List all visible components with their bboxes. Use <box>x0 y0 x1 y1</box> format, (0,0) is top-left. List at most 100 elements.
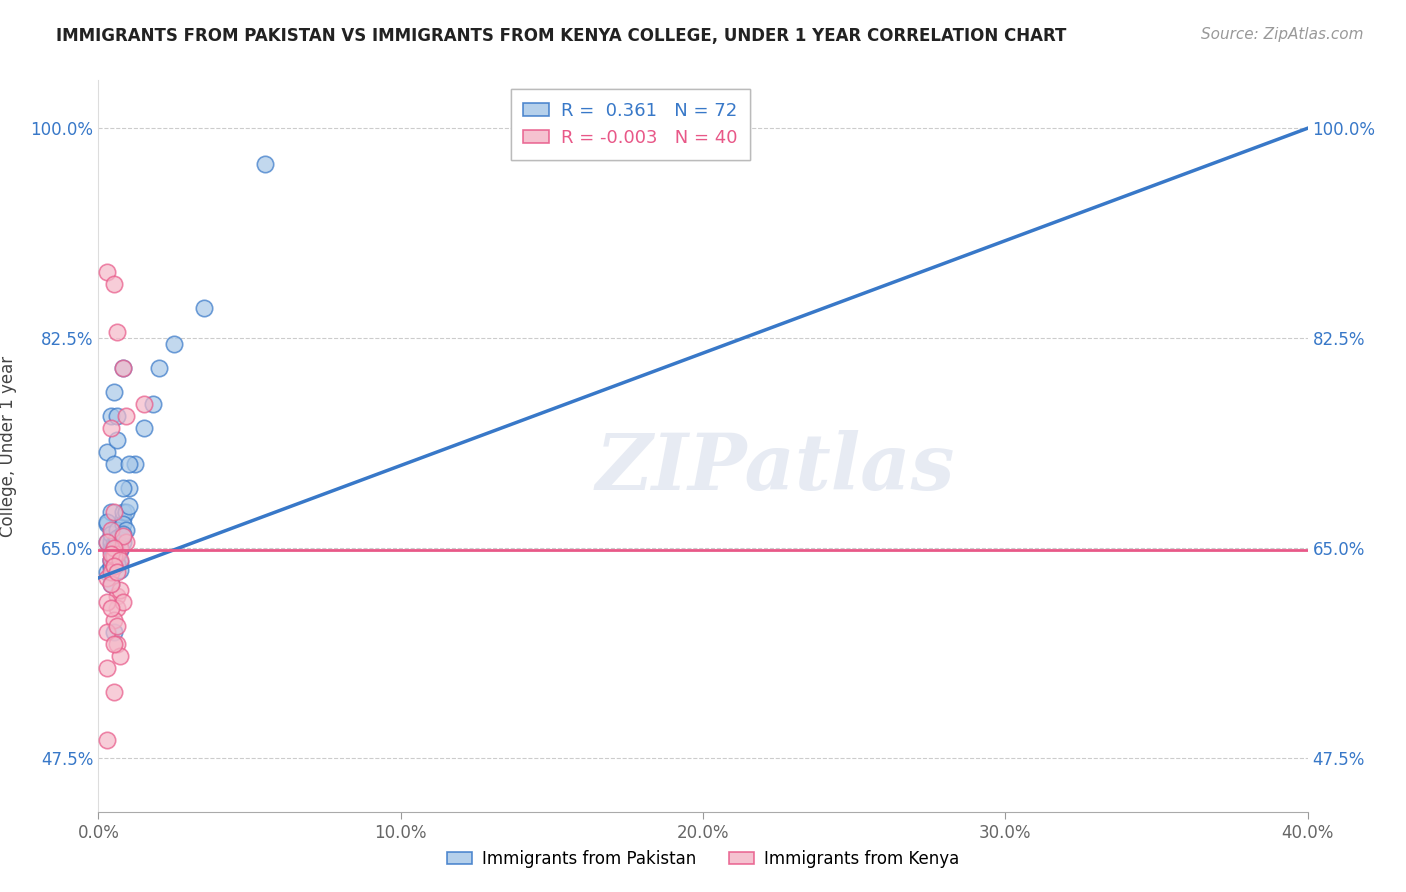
Point <box>111 526 134 541</box>
Text: Source: ZipAtlas.com: Source: ZipAtlas.com <box>1201 27 1364 42</box>
Point <box>132 397 155 411</box>
Point <box>105 409 128 423</box>
Point <box>103 523 125 537</box>
Point <box>103 549 125 564</box>
Point <box>105 557 128 571</box>
Point <box>193 301 215 315</box>
Point <box>103 546 125 560</box>
Point <box>114 505 136 519</box>
Legend: Immigrants from Pakistan, Immigrants from Kenya: Immigrants from Pakistan, Immigrants fro… <box>440 844 966 875</box>
Point <box>100 577 122 591</box>
Point <box>111 529 134 543</box>
Point <box>100 565 122 579</box>
Point <box>114 523 136 537</box>
Point <box>132 421 155 435</box>
Point <box>100 560 122 574</box>
Point <box>163 337 186 351</box>
Point <box>105 548 128 562</box>
Point <box>111 505 134 519</box>
Point <box>103 637 125 651</box>
Point <box>103 549 125 564</box>
Point <box>111 516 134 531</box>
Point <box>105 565 128 579</box>
Legend: R =  0.361   N = 72, R = -0.003   N = 40: R = 0.361 N = 72, R = -0.003 N = 40 <box>510 89 751 160</box>
Point <box>105 547 128 561</box>
Point <box>124 457 146 471</box>
Point <box>100 547 122 561</box>
Point <box>103 558 125 573</box>
Point <box>111 481 134 495</box>
Point <box>100 537 122 551</box>
Point <box>96 265 118 279</box>
Point <box>100 526 122 541</box>
Point <box>103 457 125 471</box>
Point <box>103 558 125 573</box>
Point <box>142 397 165 411</box>
Point <box>100 409 122 423</box>
Point <box>103 558 125 573</box>
Point <box>105 532 128 546</box>
Point <box>103 550 125 565</box>
Point <box>103 554 125 568</box>
Point <box>105 589 128 603</box>
Point <box>100 600 122 615</box>
Point <box>103 613 125 627</box>
Point <box>100 533 122 548</box>
Point <box>100 523 122 537</box>
Text: IMMIGRANTS FROM PAKISTAN VS IMMIGRANTS FROM KENYA COLLEGE, UNDER 1 YEAR CORRELAT: IMMIGRANTS FROM PAKISTAN VS IMMIGRANTS F… <box>56 27 1067 45</box>
Point <box>105 553 128 567</box>
Point <box>105 533 128 547</box>
Point <box>100 577 122 591</box>
Point <box>105 544 128 558</box>
Y-axis label: College, Under 1 year: College, Under 1 year <box>0 355 17 537</box>
Point <box>108 582 131 597</box>
Point <box>105 433 128 447</box>
Point <box>100 553 122 567</box>
Point <box>111 361 134 376</box>
Point <box>103 558 125 573</box>
Point <box>105 555 128 569</box>
Point <box>103 685 125 699</box>
Point <box>148 361 170 376</box>
Point <box>108 553 131 567</box>
Point <box>118 457 141 471</box>
Point <box>118 499 141 513</box>
Point <box>103 547 125 561</box>
Point <box>105 529 128 543</box>
Point <box>108 562 131 576</box>
Point <box>96 535 118 549</box>
Point <box>96 515 118 529</box>
Point <box>100 558 122 572</box>
Point <box>105 600 128 615</box>
Point <box>103 624 125 639</box>
Point <box>105 532 128 546</box>
Point <box>96 516 118 531</box>
Point <box>96 595 118 609</box>
Point <box>108 541 131 555</box>
Point <box>114 409 136 423</box>
Point <box>96 661 118 675</box>
Point <box>96 571 118 585</box>
Point <box>100 421 122 435</box>
Point <box>111 595 134 609</box>
Point <box>96 535 118 549</box>
Point <box>111 361 134 376</box>
Point <box>103 539 125 553</box>
Point <box>111 511 134 525</box>
Point <box>118 481 141 495</box>
Point <box>96 445 118 459</box>
Point <box>105 619 128 633</box>
Point <box>111 535 134 549</box>
Point <box>103 277 125 292</box>
Point <box>103 558 125 573</box>
Point <box>100 553 122 567</box>
Point <box>108 555 131 569</box>
Point <box>96 565 118 579</box>
Point <box>100 543 122 558</box>
Point <box>105 547 128 561</box>
Point <box>105 532 128 546</box>
Point <box>103 541 125 555</box>
Point <box>100 553 122 567</box>
Point <box>103 385 125 400</box>
Point <box>100 505 122 519</box>
